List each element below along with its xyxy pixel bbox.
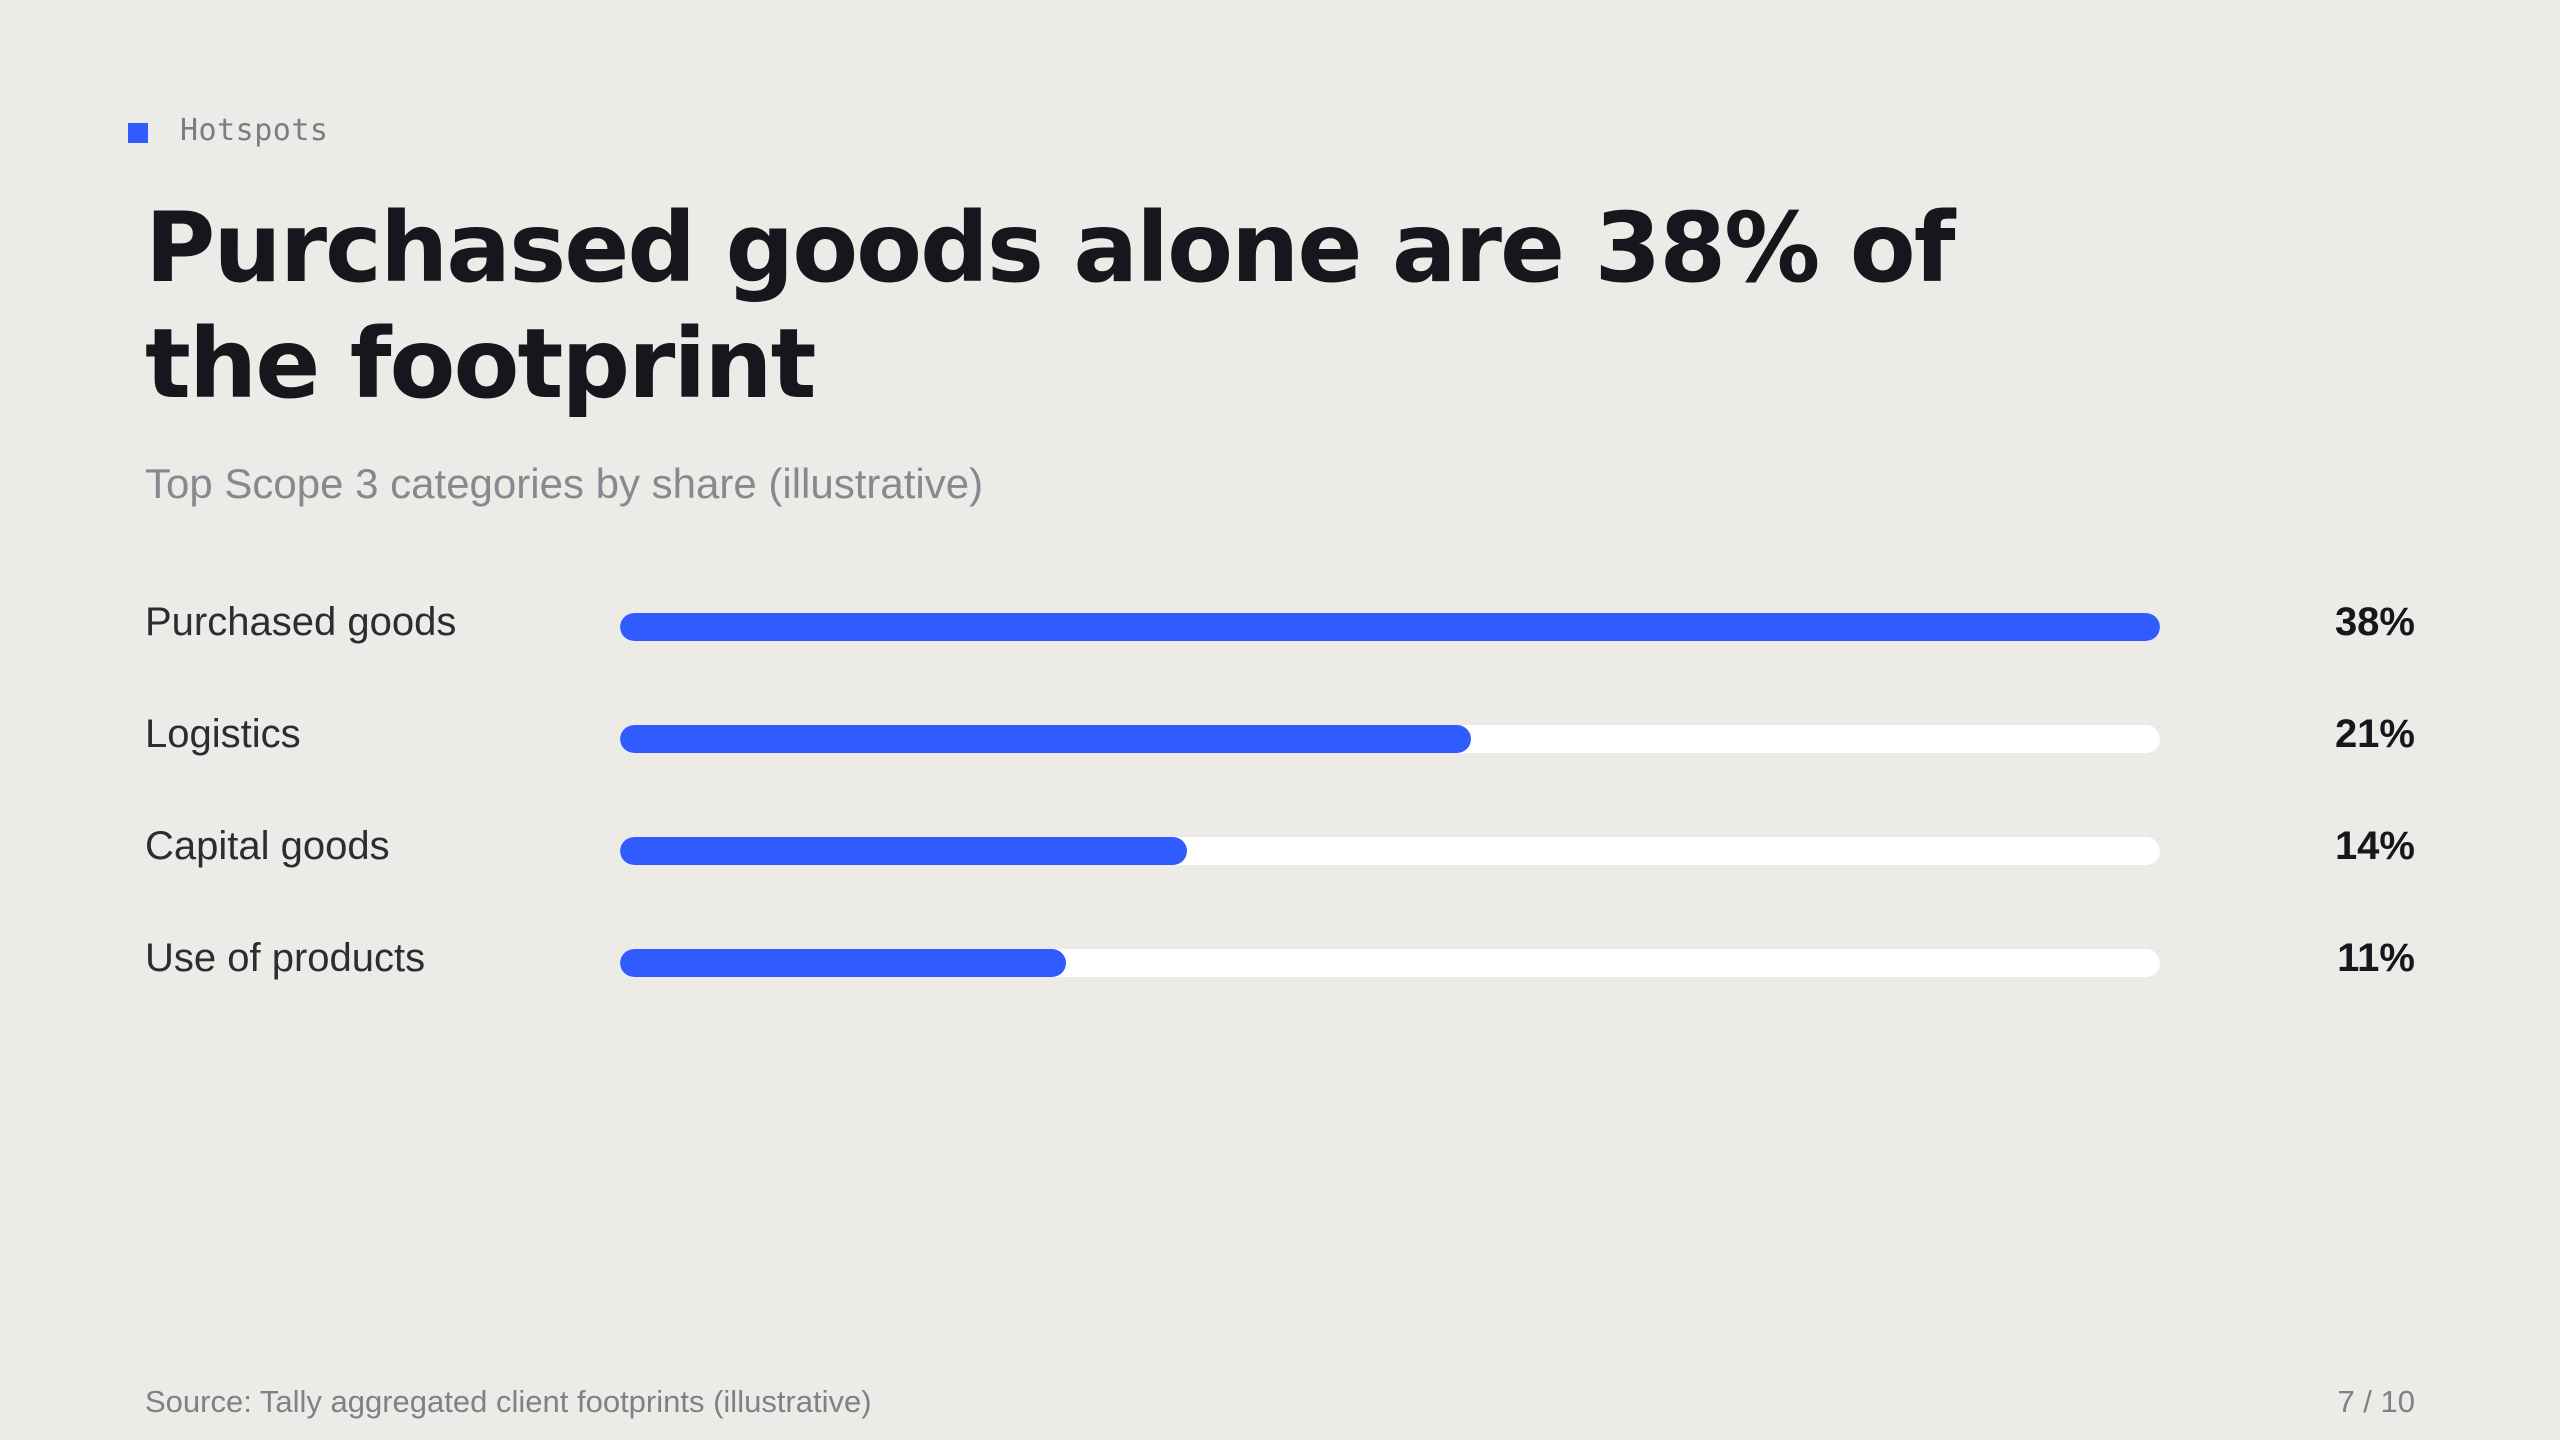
bar-track <box>620 949 2160 977</box>
bar-value-label: 14% <box>2334 824 2415 868</box>
slide-title: Purchased goods alone are 38% of the foo… <box>145 192 1955 420</box>
bar-row: Logistics 21% <box>145 692 2415 804</box>
slide-subtitle: Top Scope 3 categories by share (illustr… <box>145 460 984 507</box>
bar-row: Capital goods 14% <box>145 804 2415 916</box>
eyebrow: Hotspots <box>128 112 329 148</box>
bar-category-label: Logistics <box>145 712 301 756</box>
bar-fill <box>620 949 1066 977</box>
bar-value-label: 21% <box>2334 712 2415 756</box>
eyebrow-label: Hotspots <box>180 112 329 148</box>
bar-row: Use of products 11% <box>145 916 2415 1028</box>
bar-track <box>620 837 2160 865</box>
source-note: Source: Tally aggregated client footprin… <box>145 1384 872 1419</box>
bar-fill <box>620 725 1472 753</box>
page-number: 7 / 10 <box>2337 1384 2415 1419</box>
bar-fill <box>620 613 2160 641</box>
bar-fill <box>620 837 1188 865</box>
bar-row: Purchased goods 38% <box>145 580 2415 692</box>
bar-category-label: Capital goods <box>145 824 390 868</box>
bar-track <box>620 725 2160 753</box>
bar-category-label: Purchased goods <box>145 600 457 644</box>
bar-value-label: 11% <box>2337 936 2415 980</box>
bar-chart: Purchased goods 38% Logistics 21% Capital go… <box>145 580 2415 1028</box>
square-marker-icon <box>128 123 148 143</box>
bar-track <box>620 613 2160 641</box>
bar-category-label: Use of products <box>145 936 426 980</box>
bar-value-label: 38% <box>2334 600 2415 644</box>
